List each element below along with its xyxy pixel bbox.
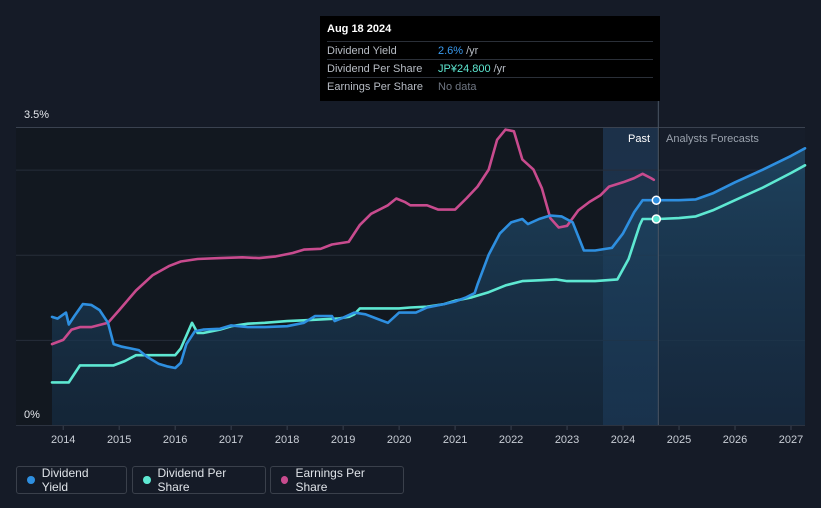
past-label: Past [628,133,650,145]
legend-dot-icon [27,476,35,484]
x-axis: 2014 2015 2016 2017 2018 2019 2020 2021 2022 2023… [51,425,803,446]
tooltip-row-unit: /yr [466,45,479,57]
series-line-dividend-yield [50,147,807,370]
legend-item-earnings-per-share[interactable]: Earnings Per Share [270,466,404,494]
legend-label: Dividend Per Share [157,466,227,494]
x-tick-label: 2018 [275,434,299,446]
tooltip-row-label: Dividend Yield [327,45,397,57]
x-tick-label: 2027 [779,434,803,446]
legend-label: Earnings Per Share [295,466,365,494]
tooltip-row-value: JP¥24.800 [438,63,491,75]
x-tick-label: 2021 [443,434,467,446]
forecast-label: Analysts Forecasts [666,133,759,145]
tooltip-row-value: No data [438,81,477,93]
x-tick-label: 2017 [219,434,243,446]
x-tick-label: 2015 [107,434,131,446]
series-line-dividend-per-share [50,164,807,384]
x-tick-label: 2024 [611,434,635,446]
tooltip-row-value: 2.6% [438,45,464,57]
x-tick-label: 2023 [555,434,579,446]
series-line-earnings-per-share [50,128,656,346]
x-tick-label: 2025 [667,434,691,446]
tooltip-row-label: Earnings Per Share [327,81,423,93]
x-tick-label: 2026 [723,434,747,446]
tooltip-date: Aug 18 2024 [327,23,392,35]
y-tick-max: 3.5% [24,109,49,121]
series-layer [50,128,807,384]
tooltip-row-label: Dividend Per Share [327,63,423,75]
x-tick-label: 2016 [163,434,187,446]
dividend-yield-area [52,148,805,426]
hover-marker-dividend-per-share [651,214,662,224]
x-tick-label: 2022 [499,434,523,446]
tooltip-row-dividend-per-share: Dividend Per Share JP¥24.800 /yr [327,59,653,77]
tooltip-row-earnings-per-share: Earnings Per Share No data [327,77,653,95]
legend-dot-icon [143,476,151,484]
x-tick-label: 2020 [387,434,411,446]
y-tick-min: 0% [24,409,40,421]
tooltip-row-unit: /yr [493,63,506,75]
legend-item-dividend-per-share[interactable]: Dividend Per Share [132,466,266,494]
hover-tooltip: Aug 18 2024 Dividend Yield 2.6% /yr Divi… [320,16,660,101]
x-tick-label: 2019 [331,434,355,446]
legend-item-dividend-yield[interactable]: Dividend Yield [16,466,127,494]
legend-dot-icon [281,476,289,484]
hover-marker-dividend-yield [651,195,662,205]
tooltip-row-dividend-yield: Dividend Yield 2.6% /yr [327,41,653,59]
x-tick-label: 2014 [51,434,75,446]
legend-label: Dividend Yield [41,466,89,494]
